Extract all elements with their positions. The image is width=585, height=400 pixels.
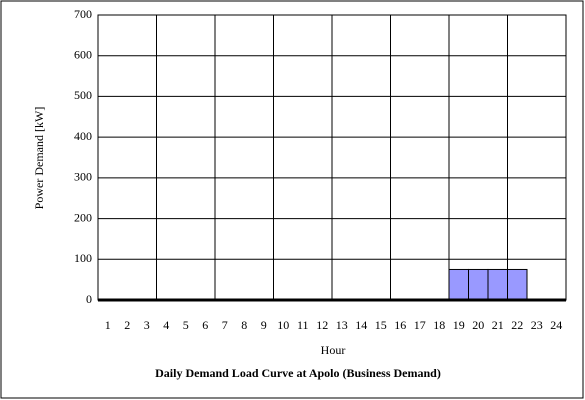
bar (507, 268, 528, 301)
x-tick-label: 5 (183, 318, 189, 332)
x-tick-label: 9 (261, 318, 267, 332)
x-tick-label: 4 (163, 318, 169, 332)
x-tick-label: 12 (316, 318, 328, 332)
y-tick-label: 700 (74, 7, 92, 21)
x-tick-label: 11 (297, 318, 309, 332)
x-tick-label: 3 (144, 318, 150, 332)
y-tick-label: 600 (74, 47, 92, 61)
x-tick-label: 19 (453, 318, 465, 332)
x-tick-label: 23 (531, 318, 543, 332)
chart-title: Daily Demand Load Curve at Apolo (Busine… (155, 366, 441, 380)
x-tick-label: 24 (550, 318, 562, 332)
x-tick-label: 8 (241, 318, 247, 332)
y-tick-label: 500 (74, 88, 92, 102)
x-tick-label: 20 (472, 318, 484, 332)
y-tick-label: 200 (74, 210, 92, 224)
x-tick-label: 16 (394, 318, 406, 332)
bar (448, 268, 469, 301)
x-tick-label: 14 (355, 318, 367, 332)
x-tick-label: 7 (222, 318, 228, 332)
x-tick-label: 1 (105, 318, 111, 332)
bar (487, 268, 508, 301)
x-tick-label: 17 (414, 318, 426, 332)
x-tick-label: 15 (375, 318, 387, 332)
x-tick-label: 22 (511, 318, 523, 332)
x-tick-label: 6 (202, 318, 208, 332)
x-tick-label: 2 (124, 318, 130, 332)
y-tick-label: 300 (74, 170, 92, 184)
x-tick-label: 13 (336, 318, 348, 332)
bar (468, 268, 489, 301)
y-axis-label: Power Demand [kW] (32, 107, 46, 210)
x-axis-label: Hour (321, 343, 346, 357)
y-tick-label: 0 (86, 292, 92, 306)
x-tick-label: 21 (492, 318, 504, 332)
y-tick-label: 400 (74, 129, 92, 143)
x-tick-label: 10 (277, 318, 289, 332)
x-tick-label: 18 (433, 318, 445, 332)
y-tick-label: 100 (74, 251, 92, 265)
